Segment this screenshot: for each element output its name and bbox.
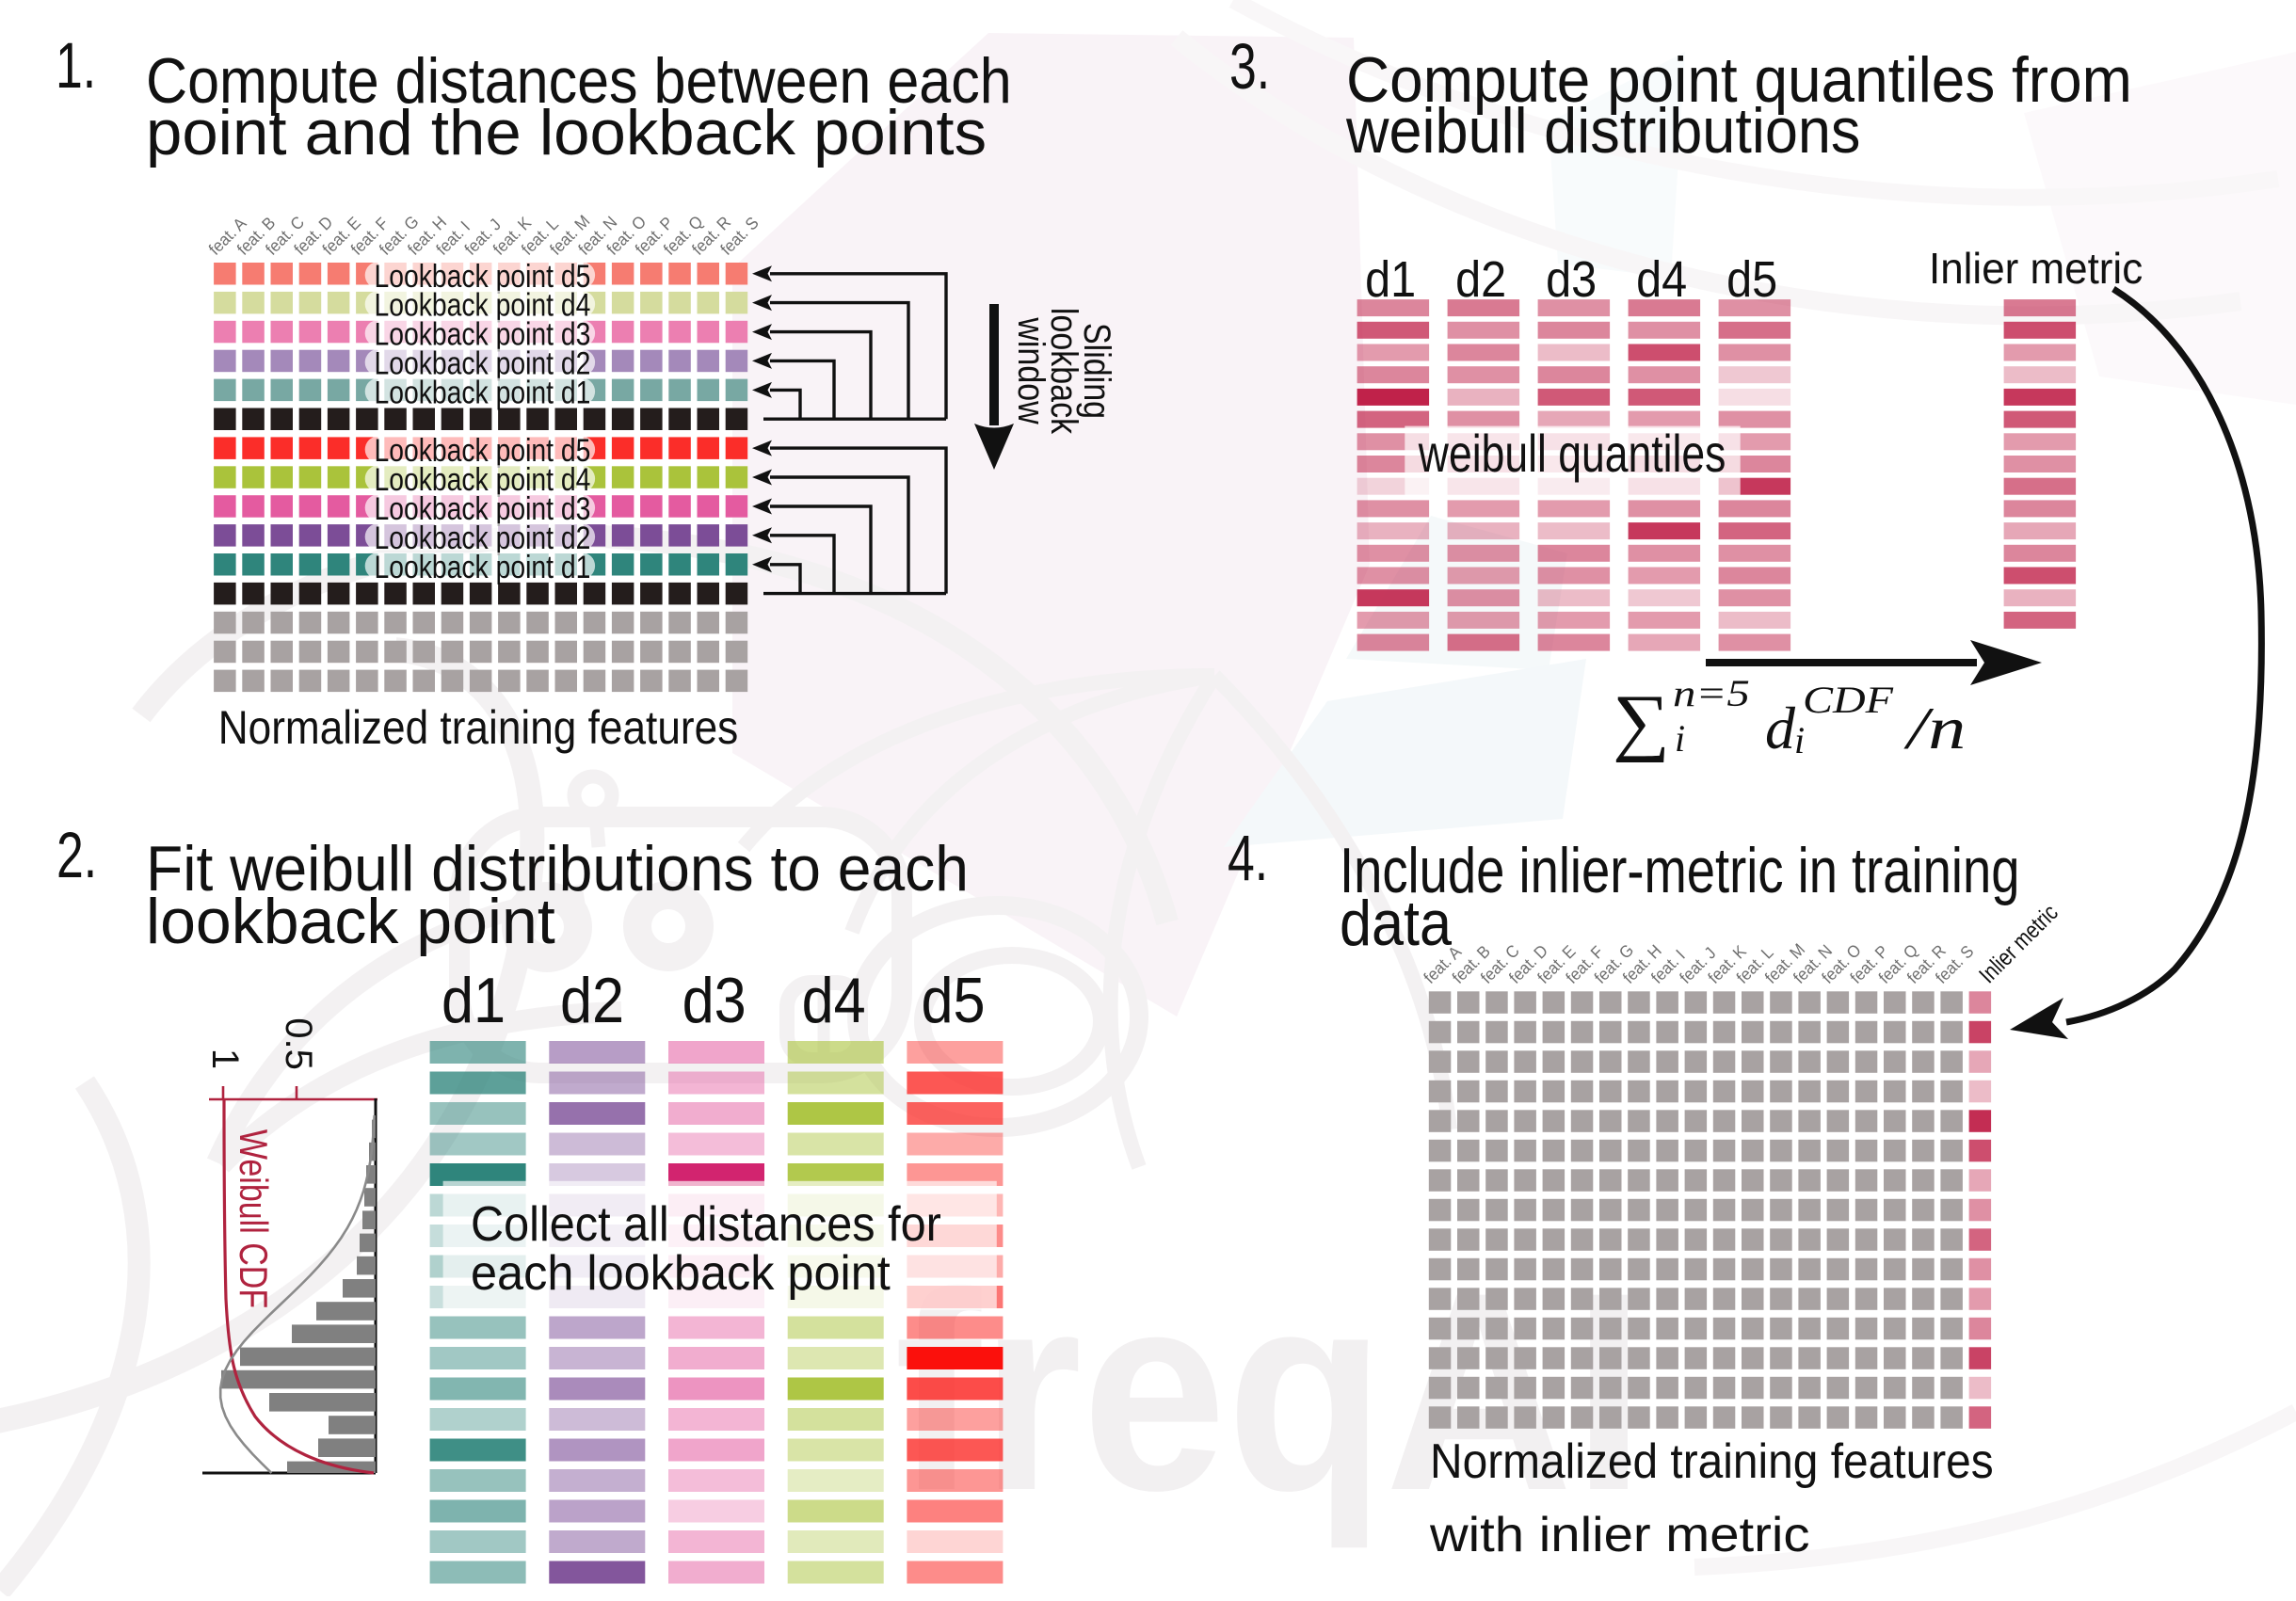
svg-text:Lookback point d3: Lookback point d3 <box>375 316 591 352</box>
svg-text:with inlier metric: with inlier metric <box>1429 1508 1810 1562</box>
svg-text:Normalized training features: Normalized training features <box>218 700 739 753</box>
svg-text:Lookback point d3: Lookback point d3 <box>375 491 591 527</box>
svg-text:n=5: n=5 <box>1673 672 1750 714</box>
svg-text:Lookback point d1: Lookback point d1 <box>375 375 591 410</box>
svg-text:window: window <box>1010 316 1052 424</box>
svg-text:3.: 3. <box>1229 30 1270 103</box>
svg-text:point and the lookback points: point and the lookback points <box>146 96 987 168</box>
svg-text:Compute distances between each: Compute distances between each <box>146 45 1012 117</box>
svg-text:Lookback point d5: Lookback point d5 <box>375 258 591 294</box>
svg-text:Lookback point d5: Lookback point d5 <box>375 433 591 469</box>
svg-text:d3: d3 <box>682 964 747 1036</box>
svg-text:i: i <box>1794 719 1805 761</box>
svg-text:Lookback point d2: Lookback point d2 <box>375 520 591 555</box>
svg-text:1.: 1. <box>56 29 96 102</box>
svg-text:each lookback point: each lookback point <box>471 1245 891 1300</box>
svg-text:weibull quantiles: weibull quantiles <box>1418 424 1726 483</box>
svg-text:Compute point quantiles from: Compute point quantiles from <box>1346 43 2132 115</box>
svg-text:weibull distributions: weibull distributions <box>1345 95 1860 167</box>
svg-text:d5: d5 <box>921 964 985 1036</box>
svg-text:Lookback point d2: Lookback point d2 <box>375 345 591 381</box>
svg-text:2.: 2. <box>56 819 97 891</box>
svg-text:Lookback point d4: Lookback point d4 <box>375 287 591 323</box>
svg-text:CDF: CDF <box>1803 680 1894 721</box>
svg-text:d2: d2 <box>560 964 624 1036</box>
svg-text:d5: d5 <box>1726 250 1777 308</box>
svg-text:d3: d3 <box>1546 250 1597 308</box>
svg-text:∑: ∑ <box>1613 680 1670 763</box>
svg-text:Collect all distances for: Collect all distances for <box>471 1195 941 1251</box>
svg-text:d1: d1 <box>442 964 506 1036</box>
svg-text:0.5: 0.5 <box>278 1017 319 1070</box>
svg-text:4.: 4. <box>1228 822 1268 894</box>
svg-text:Weibull CDF: Weibull CDF <box>231 1129 275 1308</box>
svg-text:lookback point: lookback point <box>146 886 555 957</box>
svg-text:1: 1 <box>204 1049 246 1069</box>
svg-text:d1: d1 <box>1365 250 1416 308</box>
svg-text:d: d <box>1765 695 1796 761</box>
svg-text:Lookback point d1: Lookback point d1 <box>375 549 591 584</box>
svg-text:Lookback point d4: Lookback point d4 <box>375 462 591 498</box>
svg-text:data: data <box>1340 887 1452 959</box>
svg-text:d4: d4 <box>1636 250 1687 308</box>
svg-text:/n: /n <box>1903 695 1967 762</box>
svg-text:lookback: lookback <box>1043 308 1085 435</box>
svg-text:d2: d2 <box>1455 250 1506 308</box>
svg-text:d4: d4 <box>802 964 866 1036</box>
svg-text:Fit weibull distributions to e: Fit weibull distributions to each <box>146 833 969 905</box>
svg-text:Inlier metric: Inlier metric <box>1929 244 2143 293</box>
svg-text:Normalized training features: Normalized training features <box>1430 1433 1994 1488</box>
svg-text:Sliding: Sliding <box>1076 323 1118 419</box>
svg-text:i: i <box>1675 717 1685 760</box>
svg-text:Include inlier-metric in train: Include inlier-metric in training <box>1340 835 2019 906</box>
